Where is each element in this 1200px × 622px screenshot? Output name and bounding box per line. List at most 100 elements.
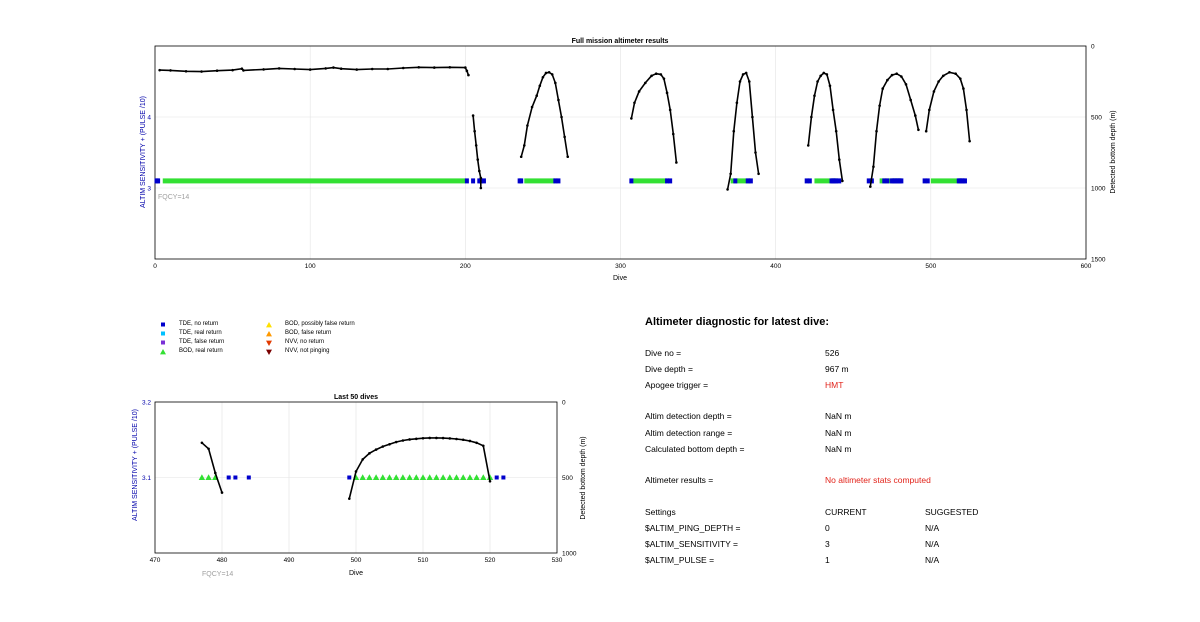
bod-real-return-marker-band [814, 178, 838, 184]
bottom-depth-point [467, 73, 470, 77]
bottom-depth-point [361, 458, 365, 461]
top-chart-lines [158, 66, 971, 191]
bod-real-return-marker [372, 474, 380, 481]
bottom-depth-point [869, 185, 872, 188]
bottom-depth-point [435, 436, 438, 440]
legend-label: NVV, no return [285, 339, 325, 345]
tde-no-return-marker [925, 178, 930, 184]
y-right-tick-label: 500 [562, 475, 573, 482]
x-tick-label: 510 [418, 557, 429, 564]
bottom-depth-point [415, 437, 418, 441]
setting-name: $ALTIM_PING_DEPTH = [645, 523, 741, 533]
bottom-depth-point [169, 69, 172, 72]
tde-no-return-marker [156, 178, 161, 184]
setting-suggested: N/A [925, 555, 940, 565]
bottom-depth-point [825, 73, 829, 76]
bottom-depth-point [471, 114, 475, 117]
bottom-depth-point [881, 87, 885, 90]
tde-no-return-marker [471, 178, 476, 184]
legend-symbol-icon [160, 349, 166, 355]
suggested-header: SUGGESTED [925, 507, 979, 517]
legend-label: TDE, real return [179, 330, 222, 336]
legend-symbol-icon [266, 331, 272, 337]
bod-real-return-marker [460, 474, 467, 481]
bottom-depth-point [214, 471, 217, 475]
bottom-depth-point [968, 139, 971, 143]
bottom-depth-point [220, 491, 224, 494]
apogee-label: Apogee trigger = [645, 380, 709, 390]
bottom-depth-point [401, 439, 405, 442]
bottom-depth-point [262, 68, 265, 71]
bod-real-return-marker [466, 474, 474, 481]
bottom-depth-point [738, 80, 742, 83]
bottom-depth-point [370, 67, 374, 71]
tde-no-return-marker [519, 178, 524, 184]
tde-no-return-marker [464, 178, 469, 184]
bod-real-return-marker [480, 474, 487, 481]
bottom-depth-point [554, 81, 557, 85]
bottom-depth-point [757, 172, 760, 176]
bottom-depth-point [875, 129, 878, 133]
bottom-depth-point [659, 73, 663, 76]
bottom-depth-point [644, 81, 647, 85]
bottom-depth-point [810, 115, 813, 119]
bottom-depth-point [535, 94, 539, 97]
bottom-depth-point [538, 84, 542, 88]
bottom-depth-point [900, 75, 903, 78]
tde-no-return-marker [494, 475, 499, 480]
legend-symbol-icon [161, 322, 165, 327]
bottom-depth-line [807, 72, 844, 182]
bottom-depth-point [563, 135, 566, 139]
bottom-depth-point [522, 144, 526, 147]
bottom-depth-point [668, 108, 672, 112]
bottom-chart-xlabel: Dive [349, 570, 363, 577]
dive-no-label: Dive no = [645, 348, 682, 358]
bottom-depth-point [909, 98, 912, 102]
bottom-depth-point [200, 70, 203, 73]
bottom-depth-point [650, 74, 653, 78]
bottom-depth-point [324, 67, 327, 70]
bottom-depth-point [962, 87, 965, 90]
legend-marker [161, 340, 165, 345]
bottom-depth-point [158, 68, 161, 72]
bottom-depth-point [482, 444, 485, 448]
tde-no-return-marker [885, 178, 890, 184]
bottom-depth-point [948, 70, 951, 74]
legend-symbol-icon [266, 340, 272, 346]
bottom-depth-point [878, 104, 881, 107]
y-right-tick-label: 500 [1091, 115, 1102, 122]
results-value: No altimeter stats computed [825, 475, 931, 485]
bottom-depth-point [448, 437, 452, 440]
x-tick-label: 500 [925, 263, 936, 270]
bod-real-return-marker [419, 474, 427, 481]
bottom-depth-point [927, 108, 931, 112]
bottom-depth-point [464, 66, 467, 69]
bod-real-return-marker-band [730, 178, 751, 184]
bottom-depth-point [954, 72, 957, 75]
bod-real-return-marker [426, 474, 433, 481]
results-label: Altimeter results = [645, 475, 714, 485]
tde-no-return-marker [962, 178, 967, 184]
setting-current: 3 [825, 539, 830, 549]
bottom-depth-point [461, 438, 465, 442]
bottom-depth-point [822, 71, 826, 75]
bottom-depth-point [747, 80, 751, 83]
top-chart-ylabel-right: Detected bottom depth (m) [1110, 110, 1117, 193]
bottom-chart-lines [200, 436, 492, 500]
bottom-depth-point [441, 436, 445, 440]
bottom-depth-point [475, 441, 478, 445]
tde-no-return-marker [866, 178, 871, 184]
bottom-depth-point [806, 144, 810, 147]
tde-no-return-marker [837, 178, 842, 184]
bod-real-return-marker [413, 474, 420, 481]
bottom-depth-point [834, 129, 838, 133]
bottom-depth-point [550, 73, 554, 76]
bottom-depth-point [332, 66, 335, 69]
bottom-depth-point [557, 98, 560, 102]
bod-real-return-marker [386, 474, 393, 481]
bottom-depth-point [308, 68, 312, 71]
tde-no-return-marker [745, 178, 750, 184]
bottom-depth-point [277, 67, 281, 70]
bottom-depth-point [433, 66, 436, 69]
bottom-depth-point [354, 470, 358, 473]
